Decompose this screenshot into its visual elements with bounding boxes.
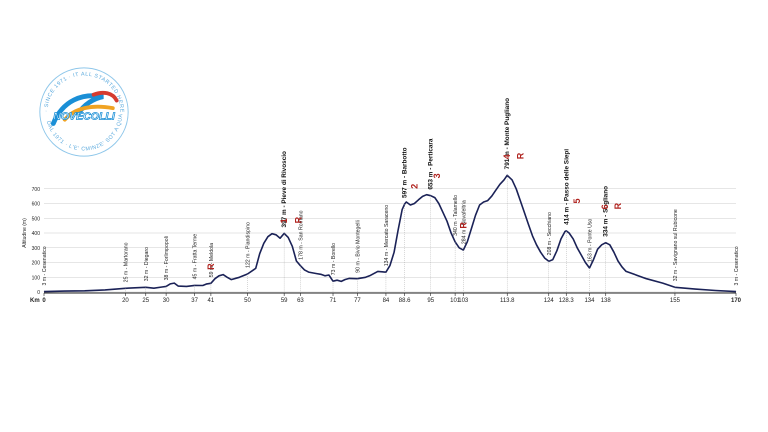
climb-marker-0: R — [206, 263, 216, 270]
x-tick-label-18: 128.3 — [559, 298, 575, 304]
grid — [44, 188, 736, 293]
logo-name: NOVECOLLI — [53, 111, 116, 123]
y-tick-label-600: 600 — [32, 202, 41, 208]
x-tick-label-11: 84 — [383, 298, 390, 304]
climb-marker-4: 3 — [432, 173, 442, 178]
annotation-label-19: 163 m - Ponte Uso — [587, 219, 593, 262]
y-tick-label-500: 500 — [32, 216, 41, 222]
x-tick-label-0: 0 — [42, 298, 46, 304]
x-tick-label-7: 59 — [281, 298, 288, 304]
annotation-label-21: 32 m - Savignano sul Rubicone — [673, 209, 679, 281]
place-annotations: 3 m - Cesenatico 25 m - Martorano 32 m - D… — [42, 98, 740, 292]
x-tick-label-19: 134 — [584, 298, 595, 304]
climb-marker-5: R — [458, 222, 468, 229]
climb-marker-2: R — [293, 216, 303, 223]
x-tick-label-13: 95 — [427, 298, 434, 304]
annotation-label-3: 38 m - Forlimpopoli — [164, 236, 170, 280]
logo-swoosh-red — [91, 90, 119, 103]
y-tick-label-100: 100 — [32, 275, 41, 281]
annotation-label-13: 653 m - Perticara — [428, 138, 435, 190]
annotation-label-10: 90 m - Bivio Montegelli — [355, 220, 361, 272]
x-tick-label-4: 37 — [191, 298, 198, 304]
y-axis-label: Altitudine (m) — [22, 218, 28, 248]
annotation-label-20: 334 m - Sogliano — [603, 186, 610, 237]
novecolli-logo: · SINCE 1971 · IT ALL STARTED HERE · DAL… — [36, 64, 129, 157]
x-tick-label-9: 71 — [330, 298, 337, 304]
logo-ring — [39, 67, 129, 157]
x-tick-label-12: 88.6 — [399, 298, 411, 304]
annotation-label-7: 397 m - Pieve di Rivoscio — [281, 151, 288, 227]
x-tick-label-20: 138 — [601, 298, 612, 304]
annotation-label-8: 178 m - San Romano — [298, 210, 304, 259]
annotation-label-17: 208 m - Secchiano — [547, 212, 553, 255]
altitude-profile-line — [43, 174, 737, 293]
annotation-label-1: 25 m - Martorano — [123, 242, 129, 282]
x-tick-label-17: 124 — [544, 298, 555, 304]
annotation-label-16: 791 m - Monte Pugliano — [504, 98, 511, 169]
annotation-label-0: 3 m - Cesenatico — [42, 246, 48, 285]
annotation-label-4: 45 m - Fratta Terme — [193, 234, 199, 280]
climb-marker-8: 5 — [572, 198, 582, 203]
y-tick-label-400: 400 — [32, 231, 41, 237]
climb-marker-9: 6 — [600, 204, 610, 209]
y-tick-label-300: 300 — [32, 246, 41, 252]
x-tick-label-16: 113.8 — [500, 298, 515, 304]
x-tick-label-1: 20 — [122, 298, 129, 304]
y-axis: 0 100 200 300 400 500 600 700 — [32, 187, 41, 296]
annotation-label-15: 284 m - Novafeltria — [461, 200, 467, 244]
climb-marker-3: 2 — [409, 184, 419, 189]
x-tick-label-22: 170 — [731, 298, 742, 304]
annotation-label-22: 3 m - Cesenatico — [734, 246, 740, 285]
y-tick-label-200: 200 — [32, 261, 41, 267]
y-tick-label-700: 700 — [32, 187, 41, 193]
x-tick-label-3: 30 — [163, 298, 170, 304]
annotation-label-9: 73 m - Borello — [331, 243, 337, 275]
y-tick-label-0: 0 — [37, 290, 40, 296]
annotation-label-11: 134 m - Mercato Saraceno — [384, 205, 390, 267]
x-tick-label-5: 41 — [208, 298, 215, 304]
x-tick-label-21: 155 — [670, 298, 681, 304]
x-axis-label: Km — [30, 298, 40, 304]
climb-marker-10: R — [613, 202, 623, 209]
annotation-label-2: 32 m - Diegaro — [144, 247, 150, 281]
annotation-label-5: 59 m - Meldola — [209, 243, 215, 277]
logo-swoosh-orange — [62, 104, 115, 122]
x-tick-label-15: 103 — [458, 298, 469, 304]
annotation-label-14: 340 m - Talamello — [453, 195, 459, 236]
climb-marker-1: 1 — [279, 218, 289, 223]
x-tick-label-6: 50 — [244, 298, 251, 304]
annotation-label-12: 597 m - Barbotto — [402, 147, 409, 198]
climb-marker-7: R — [515, 152, 525, 159]
x-tick-label-10: 77 — [354, 298, 361, 304]
climb-marker-6: 4 — [502, 154, 512, 159]
annotation-label-6: 122 m - Piandispino — [246, 222, 252, 268]
x-tick-label-14: 101 — [450, 298, 461, 304]
x-tick-label-8: 63 — [297, 298, 304, 304]
annotation-label-18: 414 m - Passo delle Siepi — [563, 149, 570, 225]
x-tick-label-2: 25 — [142, 298, 149, 304]
